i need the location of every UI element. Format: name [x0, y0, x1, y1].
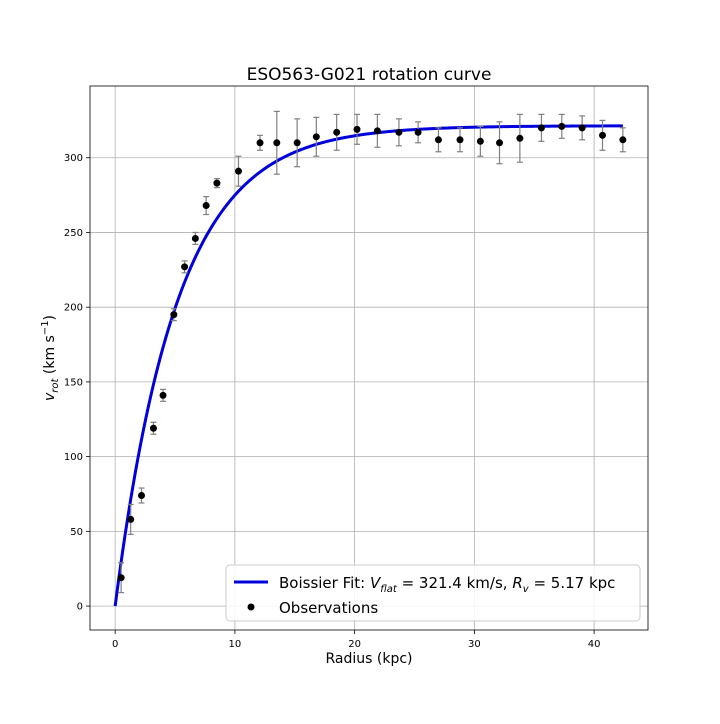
- legend-fit-label: Boissier Fit: Vflat = 321.4 km/s, Rv = 5…: [279, 574, 615, 595]
- y-axis-label-subscript: rot: [50, 378, 61, 393]
- observation-point: [456, 136, 464, 144]
- x-tick-label: 0: [112, 639, 118, 650]
- observation-point: [537, 124, 545, 132]
- observation-point: [181, 263, 189, 271]
- observation-point: [598, 131, 606, 139]
- observation-point: [159, 391, 167, 399]
- observation-point: [149, 424, 157, 432]
- y-tick-label: 200: [64, 303, 83, 314]
- x-axis-label: Radius (kpc): [325, 651, 412, 667]
- y-axis-label: vrot (km s−1): [40, 315, 61, 401]
- observation-point: [191, 234, 199, 242]
- x-tick-label: 20: [348, 639, 361, 650]
- legend-vflat-subscript: flat: [380, 584, 398, 595]
- observation-point: [373, 127, 381, 135]
- legend-rv-symbol: R: [512, 574, 522, 592]
- observation-point: [293, 139, 301, 147]
- observation-point: [619, 136, 627, 144]
- observation-point: [414, 128, 422, 136]
- observation-point: [333, 128, 341, 136]
- legend-vflat-value: = 321.4 km/s,: [397, 574, 513, 592]
- observation-point: [117, 574, 125, 582]
- legend-rv-subscript: v: [523, 584, 530, 595]
- x-axis-ticks: 0 10 20 30 40: [112, 630, 601, 650]
- y-tick-label: 250: [64, 228, 83, 239]
- y-axis-label-symbol: v: [42, 392, 58, 401]
- observation-point: [234, 167, 242, 175]
- observation-point: [213, 179, 221, 187]
- observation-point: [202, 202, 210, 210]
- observation-point: [170, 311, 178, 319]
- observation-point: [353, 125, 361, 133]
- legend-observations-label: Observations: [279, 599, 378, 617]
- x-tick-label: 40: [588, 639, 601, 650]
- observations-layer: [117, 110, 627, 594]
- y-axis-label-unit: (km s: [42, 335, 58, 378]
- observation-point: [558, 122, 566, 130]
- observation-point: [395, 128, 403, 136]
- observation-point: [434, 136, 442, 144]
- y-axis-label-unit-exponent: −1: [40, 320, 51, 335]
- y-tick-label: 50: [70, 527, 83, 538]
- grid: [90, 86, 648, 630]
- y-tick-label: 0: [77, 602, 83, 613]
- legend-vflat-symbol: V: [370, 574, 382, 592]
- legend-box: [225, 564, 641, 622]
- axes-frame: [89, 85, 649, 631]
- legend: Boissier Fit: Vflat = 321.4 km/s, Rv = 5…: [225, 564, 641, 622]
- legend-rv-value: = 5.17 kpc: [529, 574, 616, 592]
- observation-point: [476, 137, 484, 145]
- fit-curve-layer: [113, 124, 623, 607]
- x-tick-label: 10: [229, 639, 242, 650]
- y-axis-ticks: 0 50 100 150 200 250 300: [64, 153, 90, 613]
- observation-point: [137, 491, 145, 499]
- observation-point: [273, 139, 281, 147]
- chart-title: ESO563-G021 rotation curve: [247, 65, 492, 85]
- y-tick-label: 300: [64, 153, 83, 164]
- observation-point: [127, 515, 135, 523]
- observation-point: [496, 139, 504, 147]
- observation-point: [312, 133, 320, 141]
- legend-fit-prefix: Boissier Fit:: [279, 574, 370, 592]
- x-tick-label: 30: [468, 639, 481, 650]
- observation-point: [516, 134, 524, 142]
- legend-observations-marker: [247, 603, 255, 611]
- y-tick-label: 100: [64, 452, 83, 463]
- observation-point: [256, 139, 264, 147]
- y-axis-label-unit-close: ): [42, 315, 58, 320]
- fit-curve-line: [113, 124, 623, 607]
- y-tick-label: 150: [64, 377, 83, 388]
- observation-point: [578, 124, 586, 132]
